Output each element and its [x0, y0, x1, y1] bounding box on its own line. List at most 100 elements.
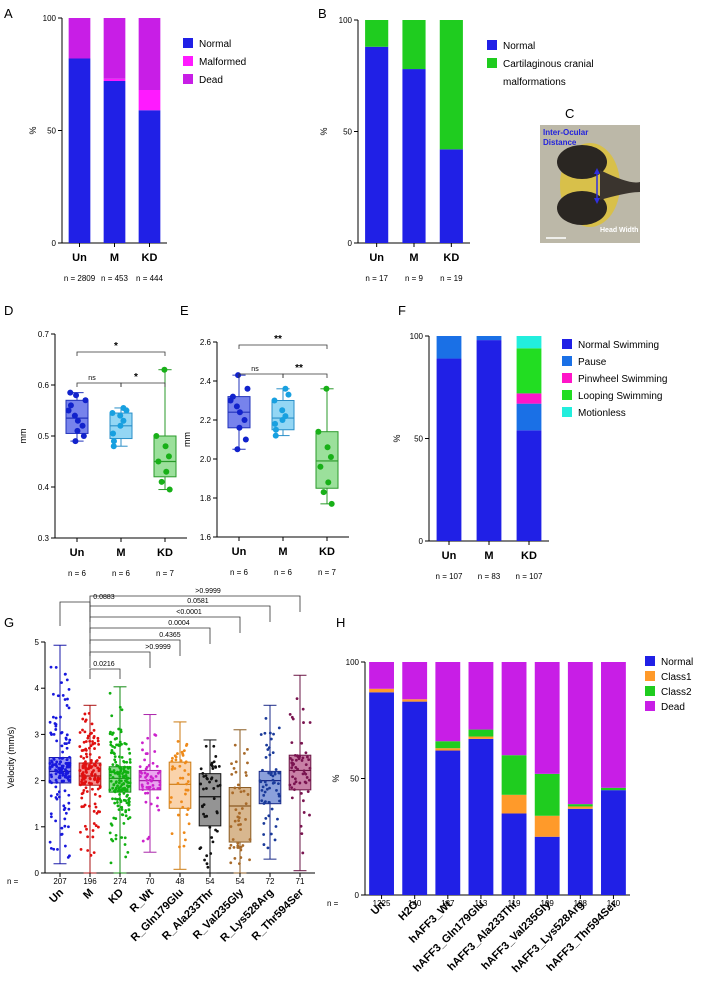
data-point	[119, 728, 123, 732]
data-point	[94, 805, 98, 809]
significance-label: 0.0004	[168, 620, 190, 627]
data-point	[123, 843, 127, 846]
data-point	[62, 808, 66, 812]
data-point	[114, 833, 118, 837]
data-point	[163, 468, 170, 475]
data-point	[305, 776, 309, 779]
data-point	[304, 772, 308, 776]
n-label: n = 83	[478, 572, 501, 581]
y-axis-label: %	[331, 774, 341, 782]
data-point	[111, 786, 115, 790]
data-point	[145, 779, 149, 782]
data-point	[88, 777, 92, 781]
data-point	[98, 763, 102, 767]
legend-label: malformations	[503, 77, 566, 88]
data-point	[126, 766, 130, 770]
data-point	[118, 705, 122, 709]
data-point	[231, 791, 235, 795]
data-point	[67, 687, 71, 691]
data-point	[246, 747, 249, 751]
data-point	[296, 755, 300, 759]
data-point	[282, 385, 289, 392]
data-point	[233, 856, 237, 860]
data-point	[258, 779, 262, 783]
legend-swatch	[562, 373, 572, 383]
data-point	[151, 761, 155, 765]
data-point	[109, 779, 113, 783]
data-point	[307, 778, 311, 782]
data-point	[96, 787, 100, 791]
data-point	[115, 801, 119, 804]
data-point	[264, 783, 268, 787]
data-point	[49, 773, 53, 777]
data-point	[61, 773, 65, 777]
data-point	[96, 776, 100, 780]
data-point	[179, 759, 183, 763]
data-point	[117, 412, 124, 419]
data-point	[267, 814, 271, 818]
data-point	[156, 787, 160, 790]
data-point	[124, 855, 128, 859]
data-point	[110, 749, 114, 752]
data-point	[87, 711, 91, 715]
data-point	[81, 717, 85, 721]
data-point	[170, 759, 174, 763]
data-point	[271, 751, 275, 755]
data-point	[65, 746, 69, 750]
data-point	[208, 825, 212, 829]
data-point	[264, 755, 268, 759]
n-value: 274	[113, 877, 127, 886]
data-point	[271, 778, 275, 782]
data-point	[260, 799, 264, 803]
data-point	[54, 728, 58, 731]
data-point	[212, 760, 216, 764]
data-point	[155, 764, 159, 768]
data-point	[83, 774, 86, 777]
data-point	[238, 811, 241, 815]
data-point	[91, 787, 94, 791]
y-axis-label: Velocity (mm/s)	[6, 727, 16, 789]
data-point	[80, 433, 87, 439]
panel-d: D 0.3 0.4 0.5 0.6 0.7 mm Un n = 6 Mn = 6 KD n = 7 * n…	[4, 303, 187, 578]
data-point	[110, 838, 113, 841]
data-point	[109, 861, 113, 865]
data-point	[244, 771, 248, 774]
data-point	[128, 751, 132, 755]
data-point	[267, 800, 271, 804]
data-point	[58, 774, 62, 778]
data-point	[277, 782, 280, 786]
n-value: 109	[541, 899, 555, 908]
legend-label: Normal	[199, 39, 231, 50]
data-point	[85, 827, 88, 831]
data-point	[231, 838, 235, 841]
data-point	[273, 781, 276, 785]
data-point	[92, 809, 96, 813]
y-tick-label: 1	[35, 823, 40, 832]
data-point	[201, 772, 205, 775]
legend-label: Cartilaginous cranial	[503, 59, 594, 70]
data-point	[267, 771, 271, 775]
data-point	[59, 715, 62, 719]
significance-label: 0.0216	[93, 661, 115, 668]
data-point	[184, 838, 187, 842]
n-value: 1225	[373, 899, 391, 908]
legend-swatch	[562, 339, 572, 349]
data-point	[288, 712, 292, 716]
data-point	[81, 728, 84, 732]
data-point	[327, 454, 334, 461]
data-point	[320, 489, 327, 496]
data-point	[274, 825, 278, 828]
data-point	[65, 704, 69, 707]
legend-label: Pause	[578, 357, 607, 368]
data-point	[92, 851, 96, 855]
legend-swatch	[487, 58, 497, 68]
data-point	[186, 780, 190, 783]
data-point	[83, 730, 87, 734]
data-point	[270, 807, 274, 811]
data-point	[262, 833, 266, 836]
data-point	[81, 775, 85, 779]
bar-pause-1	[476, 336, 502, 341]
data-point	[246, 793, 250, 796]
data-point	[206, 865, 210, 869]
